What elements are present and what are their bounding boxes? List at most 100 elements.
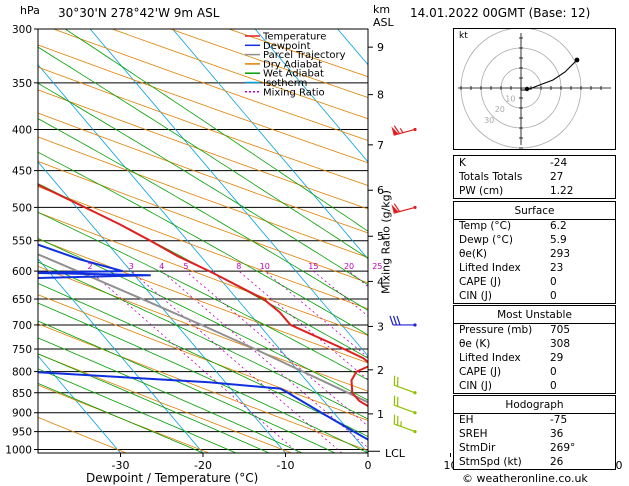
wind-barb-shaft bbox=[394, 404, 416, 414]
mixing-ratio-labels: 2 3 4 5 8 10 15 20 25 bbox=[87, 262, 382, 271]
mu-label: Lifted Index bbox=[459, 352, 521, 364]
mixing-ratio-tick-label: 10 bbox=[260, 262, 270, 271]
dry-adiabat-line bbox=[38, 353, 292, 453]
isotherm-line bbox=[38, 161, 286, 453]
wind-barb-shaft bbox=[393, 206, 416, 214]
most-unstable-row: Lifted Index 29 bbox=[454, 351, 615, 365]
dry-adiabat-line bbox=[38, 112, 368, 234]
copyright-label: © weatheronline.co.uk bbox=[462, 472, 588, 485]
altitude-tick-label: 7 bbox=[377, 139, 384, 152]
altitude-tick-label: 6 bbox=[377, 184, 384, 197]
mixing-ratio-axis-title: Mixing Ratio (g/kg) bbox=[379, 190, 393, 294]
wind-barb-station bbox=[413, 127, 417, 132]
wind-barb-feather bbox=[393, 203, 401, 212]
mixing-ratio-line bbox=[264, 270, 368, 358]
wind-barb-station bbox=[413, 205, 417, 210]
index-value: 1.22 bbox=[550, 185, 574, 197]
legend-entry: Wet Adiabat bbox=[263, 69, 324, 80]
surface-value: 5.9 bbox=[550, 234, 567, 246]
mu-value: 308 bbox=[550, 338, 571, 350]
wind-barb-shaft bbox=[394, 423, 416, 433]
dry-adiabat-line bbox=[38, 136, 368, 259]
most-unstable-row: CIN (J) 0 bbox=[454, 379, 615, 393]
legend-entry: Dewpoint bbox=[263, 41, 311, 52]
mu-label: Pressure (mb) bbox=[459, 324, 533, 336]
mu-value: 705 bbox=[550, 324, 571, 336]
surface-label: CAPE (J) bbox=[459, 276, 502, 288]
mixing-ratio-tick-label: 3 bbox=[129, 262, 134, 271]
isotherm-line bbox=[38, 258, 204, 453]
surface-label: Temp (°C) bbox=[459, 220, 512, 232]
wet-adiabat-line bbox=[65, 29, 368, 232]
surface-row: Lifted Index 23 bbox=[454, 261, 615, 275]
wet-adiabat-line bbox=[38, 382, 204, 453]
km-unit-label: km bbox=[373, 3, 391, 16]
hodograph-trace bbox=[520, 59, 578, 91]
mu-value: 29 bbox=[550, 352, 564, 364]
wind-barb-feather bbox=[396, 315, 401, 326]
altitude-tick-label: 8 bbox=[377, 89, 384, 102]
hodo-value: 269° bbox=[550, 442, 576, 454]
isotherm-line bbox=[89, 29, 368, 357]
datetime-label: 14.01.2022 00GMT (Base: 12) bbox=[410, 6, 591, 20]
most-unstable-panel: Most Unstable Pressure (mb) 705 θe (K) 308… bbox=[453, 305, 616, 394]
hodo-label: EH bbox=[459, 414, 474, 426]
wind-barbs bbox=[389, 125, 417, 434]
temperature-tick-label: -30 bbox=[112, 459, 130, 472]
altitude-tick-label: 5 bbox=[377, 230, 384, 243]
surface-label: Dewp (°C) bbox=[459, 234, 513, 246]
wet-adiabat-line bbox=[38, 82, 368, 286]
wet-adiabat-line bbox=[38, 151, 368, 336]
mixing-ratio-line bbox=[131, 270, 343, 453]
pressure-tick-label: 300 bbox=[12, 24, 32, 36]
index-label: Totals Totals bbox=[459, 171, 523, 183]
pressure-tick-label: 750 bbox=[12, 344, 32, 356]
hodo-label: StmDir bbox=[459, 442, 496, 454]
dewpoint-line bbox=[38, 243, 368, 441]
most-unstable-row: θe (K) 308 bbox=[454, 337, 615, 351]
pressure-tick-label: 900 bbox=[12, 408, 32, 420]
hodo-value: 26 bbox=[550, 456, 564, 468]
wet-adiabat-line bbox=[38, 261, 368, 420]
dry-adiabat-line bbox=[38, 238, 368, 364]
legend-entry: Dry Adiabat bbox=[263, 59, 322, 70]
surface-panel: Surface Temp (°C) 6.2 Dewp (°C) 5.9 θe(K) 2… bbox=[453, 201, 616, 304]
surface-value: 6.2 bbox=[550, 220, 567, 232]
surface-value: 23 bbox=[550, 262, 564, 274]
hodograph-stats-row: SREH 36 bbox=[454, 427, 615, 441]
dry-adiabat-line bbox=[38, 384, 210, 453]
surface-row: CAPE (J) 0 bbox=[454, 275, 615, 289]
hodo-value: -75 bbox=[550, 414, 568, 426]
hodograph-endpoint bbox=[574, 57, 580, 63]
wind-barb-feather bbox=[393, 125, 401, 134]
mixing-ratio-tick-label: 15 bbox=[308, 262, 318, 271]
dry-adiabat-line bbox=[38, 66, 368, 187]
asl-unit-label: ASL bbox=[373, 16, 394, 29]
hodo-label: SREH bbox=[459, 428, 488, 440]
wind-barb-shaft bbox=[394, 384, 416, 394]
pressure-tick-label: 400 bbox=[12, 124, 32, 136]
wind-barb-half-feather bbox=[399, 127, 404, 134]
pressure-tick-label: 950 bbox=[12, 427, 32, 439]
pressure-tick-label: 650 bbox=[12, 294, 32, 306]
temperature-line bbox=[38, 183, 368, 408]
wet-adiabat-line bbox=[38, 283, 368, 438]
mixing-ratio-tick-label: 2 bbox=[87, 262, 92, 271]
index-label: PW (cm) bbox=[459, 185, 504, 197]
surface-label: θe(K) bbox=[459, 248, 487, 260]
altitude-tick-label: 3 bbox=[377, 320, 384, 333]
wet-adiabat-line bbox=[38, 353, 270, 453]
wet-adiabat-line bbox=[38, 46, 368, 259]
mixing-ratio-tick-label: 20 bbox=[344, 262, 354, 271]
wind-barb-feather bbox=[389, 315, 394, 326]
mixing-ratio-tick-label: 5 bbox=[183, 262, 188, 271]
mixing-ratio-line bbox=[89, 270, 299, 453]
index-row-k: K -24 bbox=[454, 156, 615, 170]
lcl-label: LCL bbox=[385, 447, 405, 460]
temperature-tick-label: 0 bbox=[365, 459, 372, 472]
hodograph-stats-panel: Hodograph EH -75 SREH 36 StmDir 269° StmSpd… bbox=[453, 395, 616, 470]
wind-barb-station bbox=[413, 323, 417, 327]
hodo-label: StmSpd (kt) bbox=[459, 456, 522, 468]
